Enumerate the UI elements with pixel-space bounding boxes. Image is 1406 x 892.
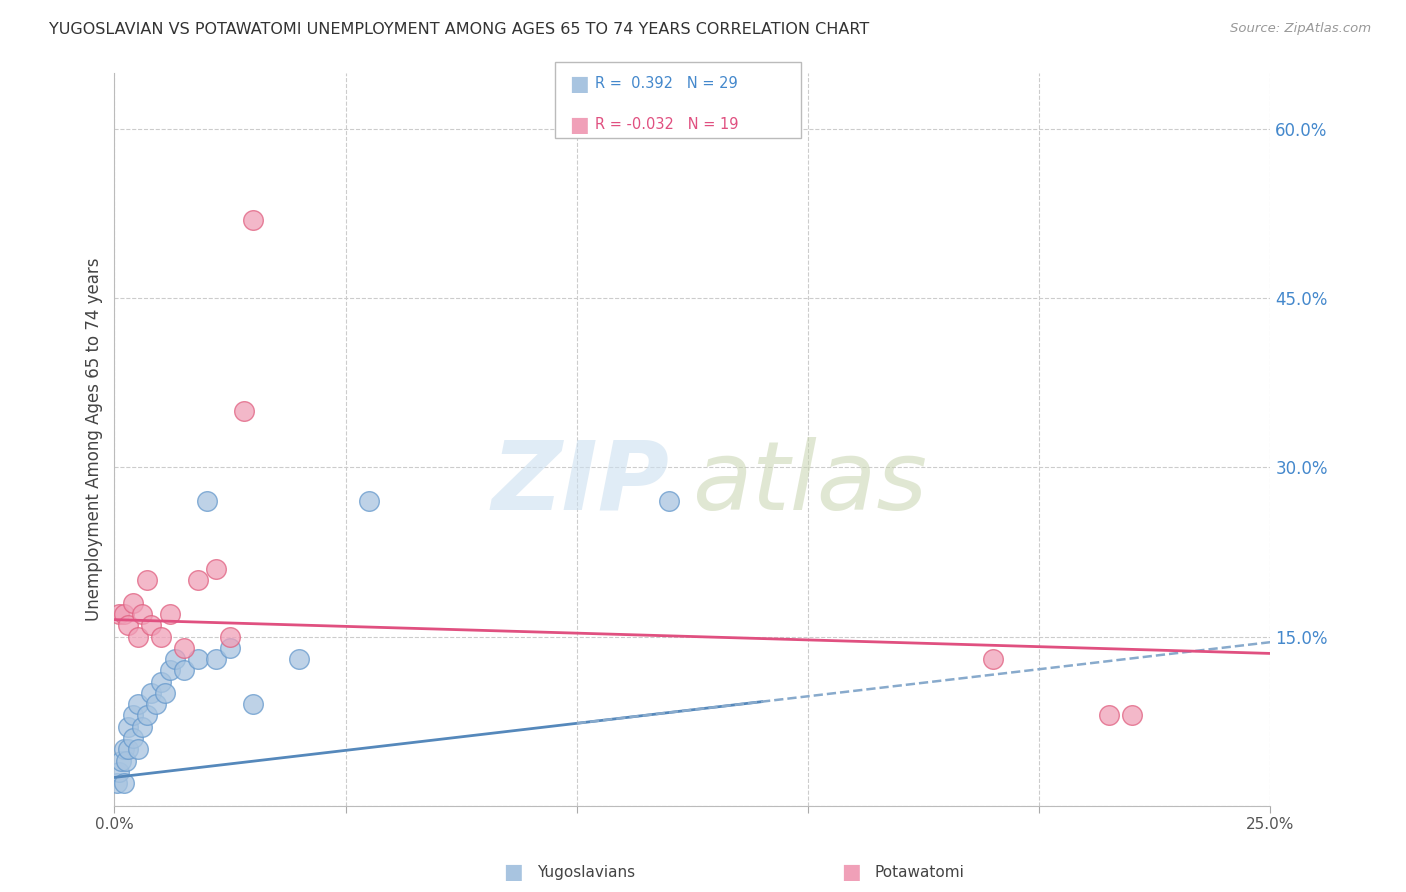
Point xyxy=(105,776,128,790)
Point xyxy=(145,697,167,711)
Point xyxy=(205,652,228,666)
Point xyxy=(219,640,242,655)
Point xyxy=(1121,708,1143,723)
Point xyxy=(195,494,218,508)
Text: ZIP: ZIP xyxy=(491,437,669,530)
Point xyxy=(110,754,132,768)
Point xyxy=(658,494,681,508)
Text: ■: ■ xyxy=(569,115,589,135)
Point xyxy=(135,573,157,587)
Point xyxy=(108,764,131,779)
Point xyxy=(219,630,242,644)
Point xyxy=(149,630,172,644)
Point xyxy=(122,596,145,610)
Point xyxy=(1097,708,1119,723)
Point xyxy=(173,664,195,678)
Point xyxy=(135,708,157,723)
Text: R =  0.392   N = 29: R = 0.392 N = 29 xyxy=(595,77,738,91)
Point xyxy=(127,697,149,711)
Point xyxy=(117,742,139,756)
Point xyxy=(163,652,186,666)
Text: Potawatomi: Potawatomi xyxy=(875,865,965,880)
Point xyxy=(127,630,149,644)
Point xyxy=(112,607,135,621)
Point xyxy=(187,652,209,666)
Point xyxy=(141,686,163,700)
Point xyxy=(122,708,145,723)
Point xyxy=(112,776,135,790)
Point xyxy=(159,664,181,678)
Point xyxy=(173,640,195,655)
Point xyxy=(205,562,228,576)
Text: atlas: atlas xyxy=(692,437,928,530)
Point xyxy=(112,742,135,756)
Text: R = -0.032   N = 19: R = -0.032 N = 19 xyxy=(595,118,738,132)
Text: ■: ■ xyxy=(503,863,523,882)
Point xyxy=(242,697,264,711)
Point xyxy=(108,607,131,621)
Point xyxy=(149,674,172,689)
Point xyxy=(187,573,209,587)
Point xyxy=(242,212,264,227)
Point xyxy=(117,720,139,734)
Point xyxy=(357,494,380,508)
Point xyxy=(115,754,138,768)
Point xyxy=(159,607,181,621)
Text: Yugoslavians: Yugoslavians xyxy=(537,865,636,880)
Point xyxy=(131,720,153,734)
Point xyxy=(127,742,149,756)
Point xyxy=(117,618,139,632)
Text: Source: ZipAtlas.com: Source: ZipAtlas.com xyxy=(1230,22,1371,36)
Point xyxy=(131,607,153,621)
Point xyxy=(155,686,177,700)
Y-axis label: Unemployment Among Ages 65 to 74 years: Unemployment Among Ages 65 to 74 years xyxy=(86,258,103,621)
Point xyxy=(981,652,1004,666)
Text: ■: ■ xyxy=(841,863,860,882)
Point xyxy=(122,731,145,745)
Text: YUGOSLAVIAN VS POTAWATOMI UNEMPLOYMENT AMONG AGES 65 TO 74 YEARS CORRELATION CHA: YUGOSLAVIAN VS POTAWATOMI UNEMPLOYMENT A… xyxy=(49,22,869,37)
Point xyxy=(288,652,311,666)
Point xyxy=(141,618,163,632)
Text: ■: ■ xyxy=(569,74,589,94)
Point xyxy=(232,404,254,418)
